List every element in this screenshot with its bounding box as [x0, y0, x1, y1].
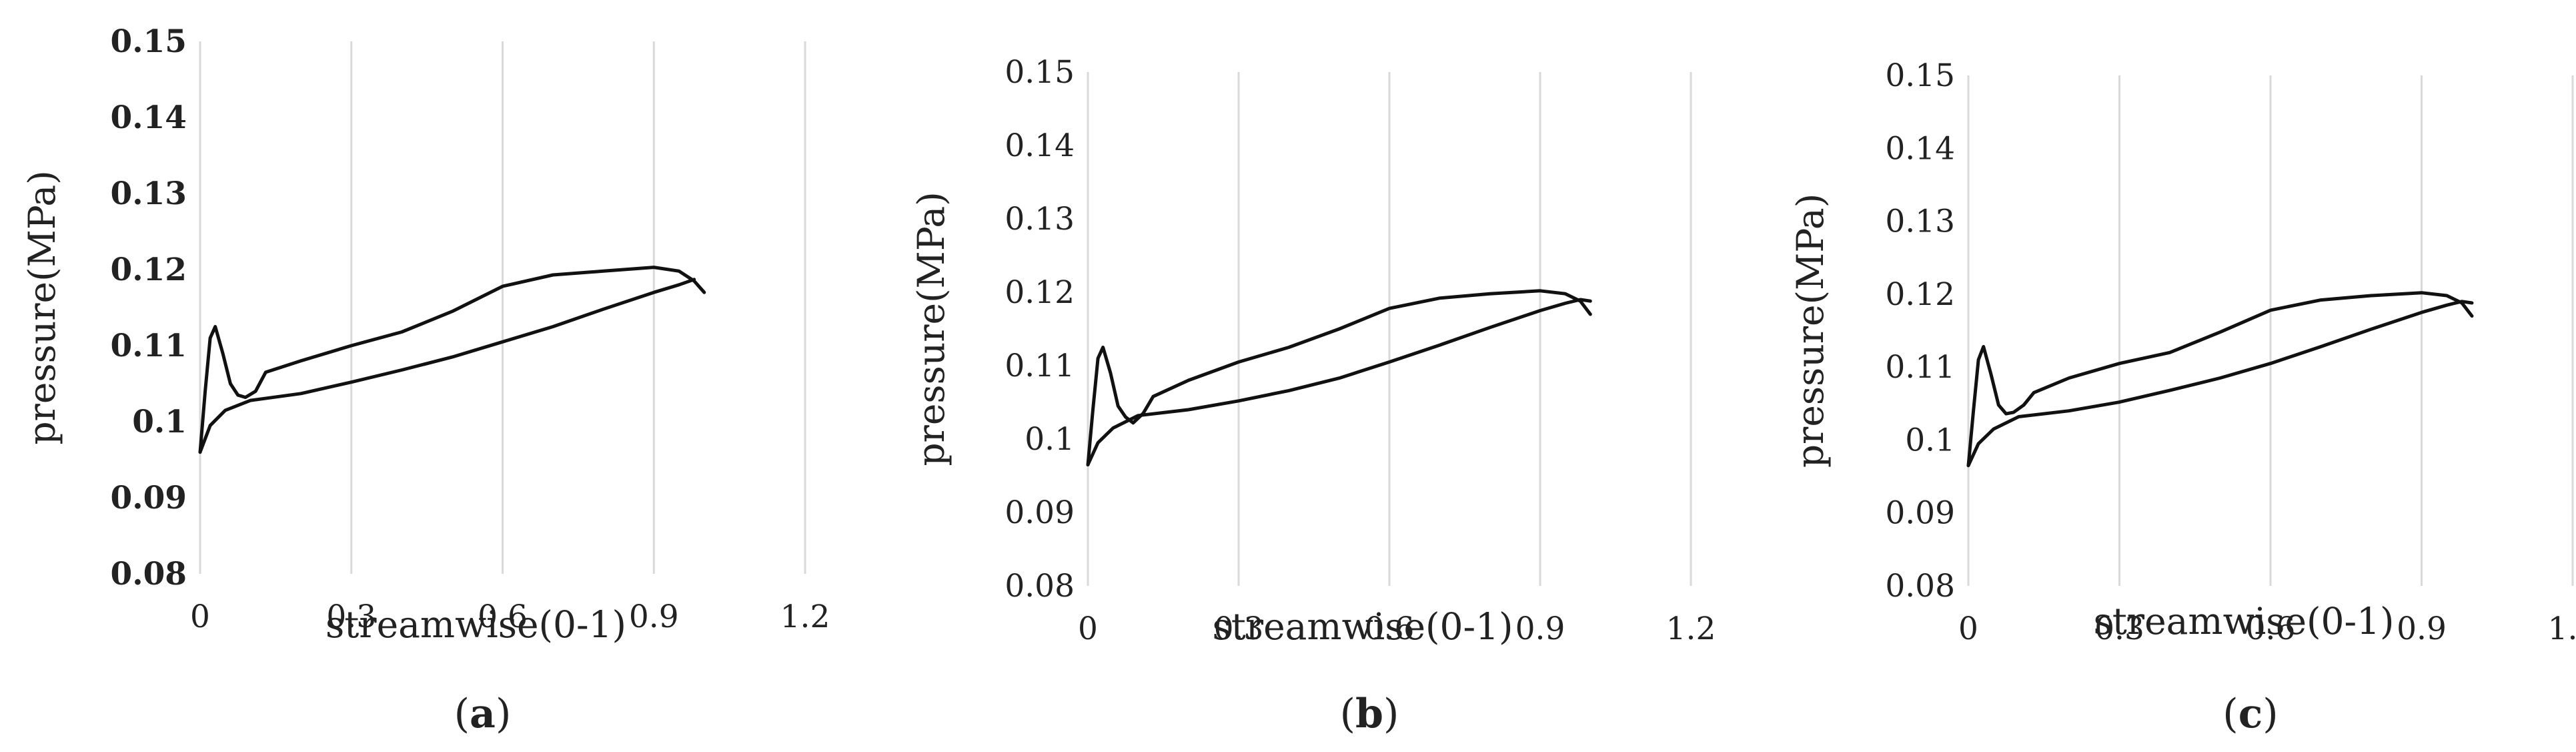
series-line-1	[1086, 289, 1592, 466]
x-tick-label: 0.9	[1515, 611, 1565, 647]
series-line-1	[1966, 291, 2474, 468]
y-tick-label: 0.14	[1005, 127, 1075, 164]
x-tick-label: 0	[1958, 611, 1978, 647]
y-tick-label: 0.12	[111, 252, 187, 288]
x-tick-label: 0.9	[2397, 611, 2447, 647]
x-tick-label: 1.2	[2548, 611, 2576, 647]
y-axis-label: pressure(MPa)	[21, 170, 63, 444]
y-tick-label: 0.14	[111, 99, 187, 136]
y-tick-label: 0.13	[1005, 201, 1075, 238]
y-tick-label: 0.14	[1885, 130, 1955, 167]
y-tick-label: 0.09	[111, 480, 187, 516]
y-tick-label: 0.13	[1885, 204, 1955, 240]
y-tick-label: 0.12	[1885, 276, 1955, 313]
y-tick-label: 0.15	[111, 23, 187, 60]
y-tick-label: 0.1	[1905, 422, 1955, 458]
y-tick-label: 0.11	[111, 328, 187, 364]
chart-panel-b: 0.08 0.09 0.1 0.11 0.12 0.13 0.14 0.15 0 0.3 0.6 0.…	[910, 54, 1716, 737]
x-tick-label: 0	[190, 599, 210, 635]
series-line-1	[198, 266, 706, 454]
x-tick-label: 0.6	[2246, 611, 2296, 647]
series-line-2	[1086, 298, 1592, 466]
y-tick-label: 0.1	[132, 404, 187, 440]
y-tick-label: 0.15	[1005, 54, 1075, 91]
x-tick-label: 0.3	[326, 599, 376, 635]
x-axis-label: streamwise(0-1)	[1212, 605, 1513, 648]
x-axis-label: streamwise(0-1)	[2093, 600, 2394, 643]
x-tick-label: 0.6	[478, 599, 528, 635]
panel-label: (c)	[2222, 691, 2278, 737]
series-line-2	[1966, 300, 2474, 468]
y-tick-label: 0.15	[1885, 57, 1955, 94]
chart-panel-c: 0.08 0.09 0.1 0.11 0.12 0.13 0.14 0.15 0 0.3 0.6 0.…	[1789, 57, 2576, 737]
y-tick-label: 0.08	[1885, 568, 1955, 605]
y-tick-label: 0.11	[1005, 348, 1075, 384]
x-axis-label: streamwise(0-1)	[326, 603, 626, 646]
x-tick-label: 0.9	[629, 599, 679, 635]
panel-label: (a)	[454, 691, 512, 737]
panel-label: (b)	[1340, 691, 1399, 737]
y-tick-label: 0.09	[1885, 495, 1955, 532]
y-tick-label: 0.13	[111, 175, 187, 212]
x-tick-label: 0.6	[1365, 611, 1415, 647]
y-tick-label: 0.09	[1005, 494, 1075, 531]
y-tick-label: 0.1	[1025, 421, 1075, 458]
y-tick-label: 0.11	[1885, 349, 1955, 386]
x-tick-label: 1.2	[780, 599, 830, 635]
y-axis-label: pressure(MPa)	[910, 192, 952, 466]
y-axis-label: pressure(MPa)	[1789, 194, 1832, 468]
chart-panel-a: 0.08 0.09 0.1 0.11 0.12 0.13 0.14 0.15 0 0.3 0.6 0.…	[21, 23, 830, 737]
series-line-2	[198, 278, 696, 454]
x-tick-label: 0	[1078, 611, 1098, 647]
x-tick-label: 0.3	[1214, 611, 1264, 647]
y-tick-label: 0.08	[111, 556, 187, 593]
x-tick-label: 0.3	[2094, 611, 2144, 647]
y-tick-label: 0.08	[1005, 568, 1075, 605]
y-tick-label: 0.12	[1005, 274, 1075, 311]
x-tick-label: 1.2	[1666, 611, 1716, 647]
